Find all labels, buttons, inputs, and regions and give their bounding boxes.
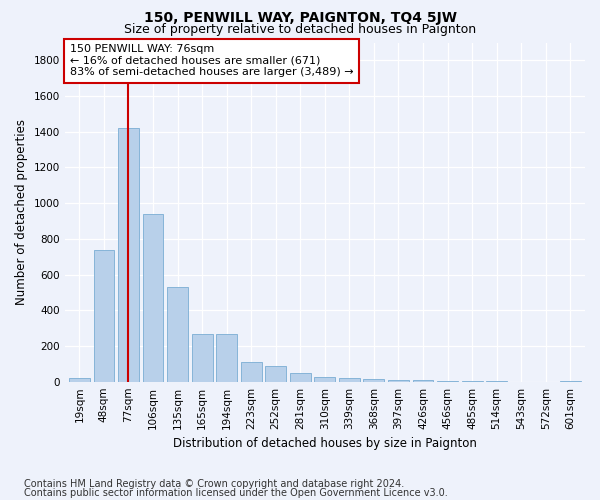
Text: Contains public sector information licensed under the Open Government Licence v3: Contains public sector information licen… <box>24 488 448 498</box>
Bar <box>69 378 90 382</box>
X-axis label: Distribution of detached houses by size in Paignton: Distribution of detached houses by size … <box>173 437 477 450</box>
Bar <box>290 373 311 382</box>
Bar <box>118 128 139 382</box>
Text: 150, PENWILL WAY, PAIGNTON, TQ4 5JW: 150, PENWILL WAY, PAIGNTON, TQ4 5JW <box>143 11 457 25</box>
Bar <box>241 362 262 382</box>
Bar <box>437 381 458 382</box>
Y-axis label: Number of detached properties: Number of detached properties <box>15 119 28 305</box>
Bar <box>191 334 212 382</box>
Text: Contains HM Land Registry data © Crown copyright and database right 2024.: Contains HM Land Registry data © Crown c… <box>24 479 404 489</box>
Bar <box>143 214 163 382</box>
Bar <box>364 379 385 382</box>
Text: 150 PENWILL WAY: 76sqm
← 16% of detached houses are smaller (671)
83% of semi-de: 150 PENWILL WAY: 76sqm ← 16% of detached… <box>70 44 353 78</box>
Bar <box>388 380 409 382</box>
Bar <box>314 376 335 382</box>
Bar <box>216 334 237 382</box>
Bar <box>94 250 115 382</box>
Text: Size of property relative to detached houses in Paignton: Size of property relative to detached ho… <box>124 22 476 36</box>
Bar <box>413 380 433 382</box>
Bar <box>167 287 188 382</box>
Bar <box>339 378 360 382</box>
Bar <box>265 366 286 382</box>
